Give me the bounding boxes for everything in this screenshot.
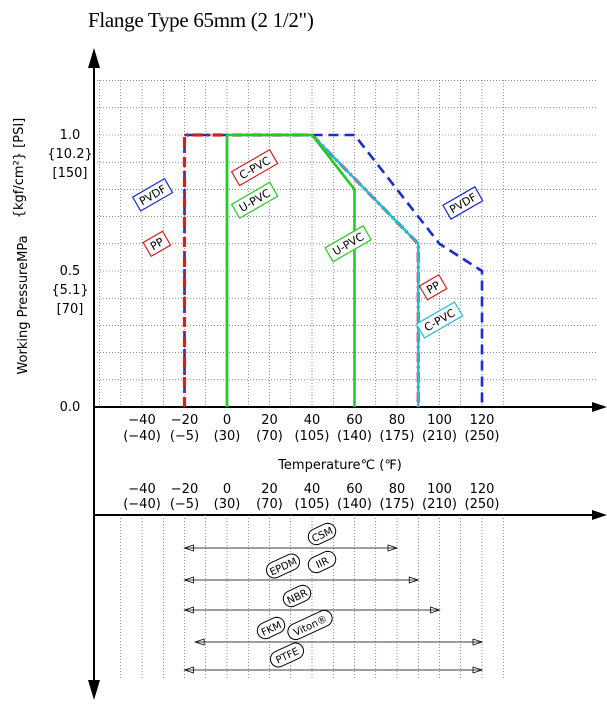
series-tag-box: [230, 181, 279, 220]
seal-label-oval: [307, 522, 337, 546]
seal-tick-label-f: (175): [380, 497, 415, 512]
seal-label-oval: [287, 609, 333, 641]
series-tag: PVDF: [442, 186, 484, 220]
series-tag-box: [142, 230, 172, 258]
seal-tick-label-f: (105): [295, 497, 330, 512]
series-tag-text: PP: [148, 235, 166, 253]
seal-range-arrow-right: [430, 606, 441, 614]
seal-range-arrow-left: [183, 606, 194, 614]
x-tick-label-c: 20: [261, 413, 278, 428]
x-tick-label-f: (210): [422, 429, 457, 444]
seal-label: EPDM: [265, 553, 301, 579]
x-tick-label-f: (−5): [170, 429, 199, 444]
seal-tick-label-f: (210): [422, 497, 457, 512]
x-tick-label-f: (−40): [123, 429, 161, 444]
series-tag: PP: [142, 230, 172, 258]
x-tick-label-c: 120: [470, 413, 495, 428]
x-tick-label-c: 100: [427, 413, 452, 428]
seal-range-arrow-right: [472, 638, 484, 646]
x-tick-label-f: (105): [295, 429, 330, 444]
x-tick-label-c: 80: [389, 413, 406, 428]
seal-label: PTFE: [269, 642, 305, 668]
seal-range-arrow-left: [183, 544, 194, 552]
seal-label: FKM: [256, 616, 286, 640]
seal-label-text: IIR: [314, 556, 330, 571]
chart-title: Flange Type 65mm (2 1/2"): [88, 8, 314, 32]
series-tag-box: [442, 186, 484, 220]
series-tag: U-PVC: [230, 181, 279, 220]
seal-range-arrow-right: [408, 576, 420, 584]
x-tick-label-c: −40: [128, 413, 155, 428]
seal-label-oval: [256, 616, 286, 640]
series-tag-box: [324, 225, 372, 263]
y-tick-label: {10.2}: [47, 147, 93, 162]
x-axis-arrow: [592, 402, 607, 412]
series-tag: PP: [418, 273, 448, 301]
seal-tick-label-c: 120: [470, 482, 495, 497]
seal-tick-label-c: −20: [171, 482, 198, 497]
seal-tick-label-c: 0: [223, 482, 231, 497]
seal-tick-label-c: 100: [427, 482, 452, 497]
y-axis-arrow-up: [88, 48, 100, 68]
x-axis-label: Temperature℃ (℉): [277, 458, 402, 473]
y-tick-label: [70]: [57, 302, 84, 317]
y-axis-unit-label: {kgf/cm²} [PSI]: [12, 118, 27, 219]
series-tag: U-PVC: [324, 225, 372, 263]
y-tick-label: {5.1}: [51, 283, 88, 298]
x-tick-label-f: (30): [214, 429, 241, 444]
x-tick-label-c: −20: [171, 413, 198, 428]
seal-tick-label-f: (−5): [170, 497, 199, 512]
seal-range-arrow-right: [472, 666, 484, 674]
series-tag-box: [415, 301, 464, 339]
seal-label-oval: [307, 550, 337, 574]
seal-label: NBR: [282, 584, 312, 608]
seal-tick-label-f: (70): [256, 497, 283, 512]
series-tag-text: PP: [424, 279, 442, 297]
y-tick-label: 0.5: [60, 264, 81, 279]
seal-tick-label-f: (250): [465, 497, 500, 512]
seal-label: CSM: [307, 522, 337, 546]
seal-range-arrow-left: [183, 576, 194, 584]
y-axis-label: Working PressureMPa: [16, 235, 31, 374]
series-tag-box: [131, 177, 174, 212]
series-tag-box: [230, 148, 279, 187]
seal-tick-label-f: (30): [214, 497, 241, 512]
x-tick-label-f: (70): [256, 429, 283, 444]
x-tick-label-c: 60: [346, 413, 363, 428]
seal-tick-label-f: (140): [337, 497, 372, 512]
x-tick-label-f: (175): [380, 429, 415, 444]
seal-label: Viton®: [287, 609, 333, 641]
series-tag-box: [418, 273, 448, 301]
seal-range-arrow-left: [183, 666, 194, 674]
seal-tick-label-c: 20: [261, 482, 278, 497]
seal-label-oval: [265, 553, 301, 579]
seal-label-oval: [282, 584, 312, 608]
x-tick-label-c: 40: [304, 413, 321, 428]
x-tick-label-f: (140): [337, 429, 372, 444]
seal-tick-label-c: −40: [128, 482, 155, 497]
seal-axis-arrow: [592, 510, 607, 520]
series-tag: C-PVC: [230, 148, 279, 187]
seal-tick-label-c: 40: [304, 482, 321, 497]
seal-tick-label-c: 80: [389, 482, 406, 497]
seal-tick-label-c: 60: [346, 482, 363, 497]
seal-range-arrow-right: [387, 544, 399, 552]
y-tick-label: 0.0: [60, 400, 81, 415]
seal-range-arrow-left: [193, 638, 205, 646]
seal-label-oval: [269, 642, 305, 668]
series-line-u-pvc: [225, 133, 356, 407]
x-tick-label-c: 0: [223, 413, 231, 428]
y-tick-label: [150]: [53, 166, 88, 181]
seal-tick-label-f: (−40): [123, 497, 161, 512]
y-tick-label: 1.0: [60, 128, 81, 143]
series-tag: PVDF: [131, 177, 174, 212]
seal-label: IIR: [307, 550, 337, 574]
x-tick-label-f: (250): [465, 429, 500, 444]
y-axis-arrow-down: [88, 680, 100, 700]
